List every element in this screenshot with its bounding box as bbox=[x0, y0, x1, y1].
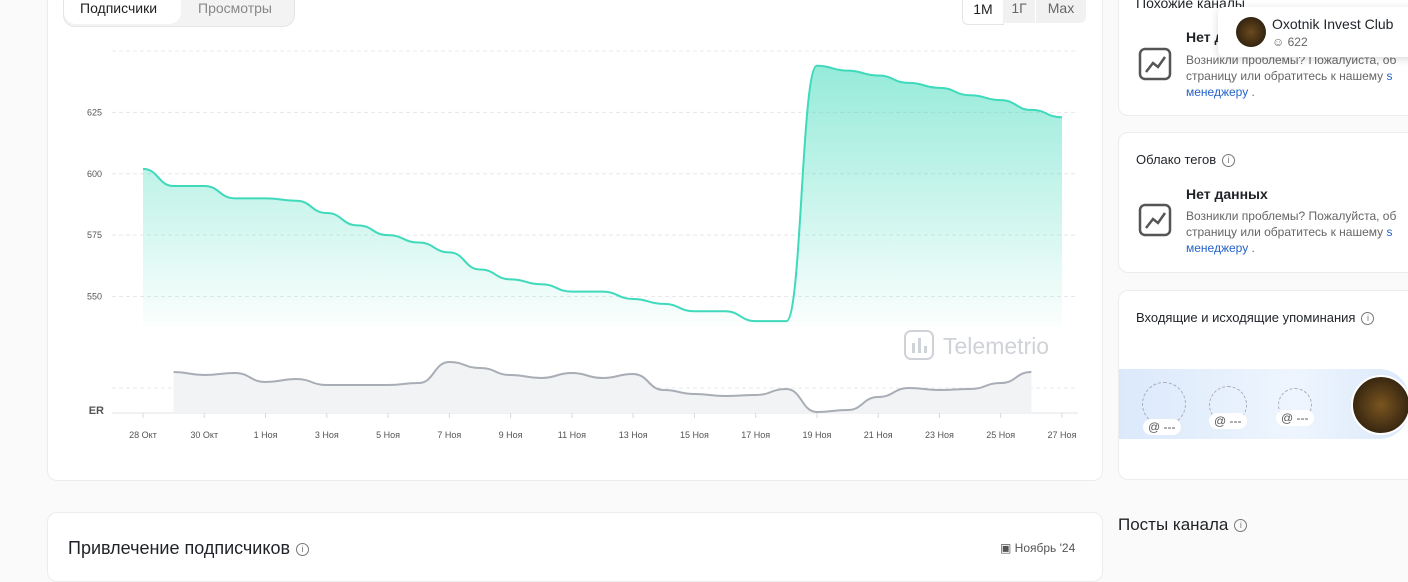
tab[interactable]: Просмотры bbox=[198, 0, 272, 16]
x-tick-label: 28 Окт bbox=[129, 430, 157, 440]
y-tick-label: 600 bbox=[87, 169, 102, 179]
er-area bbox=[173, 362, 1032, 413]
channel-popup[interactable]: Oxotnik Invest Club ☺ 622 bbox=[1218, 7, 1408, 57]
x-tick-label: 11 Ноя bbox=[558, 430, 586, 440]
x-tick-label: 15 Ноя bbox=[680, 430, 709, 440]
x-tick-label: 30 Окт bbox=[190, 430, 218, 440]
x-tick-label: 25 Ноя bbox=[986, 430, 1015, 440]
avatar bbox=[1236, 17, 1266, 47]
x-tick-label: 7 Ноя bbox=[437, 430, 461, 440]
placeholder: @ --- bbox=[1143, 419, 1181, 435]
link[interactable]: менеджеру bbox=[1186, 85, 1249, 99]
area bbox=[143, 65, 1062, 326]
card-title: Привлечение подписчиков bbox=[68, 538, 291, 558]
channel-name: Oxotnik Invest Club bbox=[1272, 16, 1394, 32]
empty-text: страницу или обратитесь к нашему bbox=[1186, 225, 1384, 239]
line bbox=[142, 64, 1063, 323]
chart: Telemetrio ER 550 575 600 625 28 Окт 30 Окт 1 … bbox=[87, 50, 1078, 440]
empty-text: Возникли проблемы? Пожалуйста, об bbox=[1186, 209, 1397, 223]
watermark: Telemetrio bbox=[943, 333, 1049, 359]
x-tick-label: 5 Ноя bbox=[376, 430, 400, 440]
avatar bbox=[1351, 375, 1408, 435]
link[interactable]: s bbox=[1386, 225, 1393, 239]
empty-title: Нет данных bbox=[1186, 186, 1268, 202]
subscriber-count: 622 bbox=[1287, 35, 1308, 49]
tab[interactable]: Подписчики bbox=[64, 0, 181, 24]
x-tick-label: 27 Ноя bbox=[1048, 430, 1077, 440]
tags-card: Облако тегов i Нет данных Возникли пробле… bbox=[1118, 132, 1408, 273]
y-tick-label: 575 bbox=[87, 230, 102, 240]
placeholder: @ --- bbox=[1209, 413, 1247, 429]
period-label[interactable]: Ноябрь '24 bbox=[1014, 541, 1076, 555]
y-tick-label: 625 bbox=[87, 107, 102, 117]
watermark-logo bbox=[904, 330, 934, 360]
period: ▣ Ноябрь '24 bbox=[1000, 541, 1076, 555]
empty-icon bbox=[1138, 203, 1172, 237]
x-tick-label: 3 Ноя bbox=[315, 430, 339, 440]
y-tick-label: 550 bbox=[87, 292, 102, 302]
x-tick-label: 23 Ноя bbox=[925, 430, 954, 440]
mentions-card: Входящие и исходящие упоминания i @ --- @… bbox=[1118, 290, 1408, 480]
x-tick-label: 19 Ноя bbox=[802, 430, 831, 440]
recruitment-card: Привлечение подписчиков i ▣ Ноябрь '24 bbox=[47, 512, 1103, 582]
link[interactable]: менеджеру bbox=[1186, 241, 1249, 255]
er-line bbox=[173, 360, 1032, 414]
section-title: Посты канала bbox=[1118, 515, 1229, 534]
empty-text: . bbox=[1251, 85, 1255, 99]
er-label: ER bbox=[89, 405, 104, 417]
card-title: Входящие и исходящие упоминания bbox=[1136, 310, 1356, 325]
x-tick-label: 9 Ноя bbox=[499, 430, 523, 440]
x-tick-label: 21 Ноя bbox=[864, 430, 893, 440]
empty-text: . bbox=[1251, 241, 1255, 255]
empty-icon bbox=[1138, 47, 1172, 81]
card-title: Похожие каналы bbox=[1136, 0, 1245, 11]
tabs: Подписчики Просмотры bbox=[63, 0, 295, 27]
period-button[interactable]: Max bbox=[1036, 0, 1086, 23]
x-tick-label: 13 Ноя bbox=[619, 430, 648, 440]
empty-text: страницу или обратитесь к нашему bbox=[1186, 69, 1384, 83]
page: Подписчики Просмотры 1M 1Г Max Telemetri… bbox=[47, 0, 1408, 582]
card-title: Облако тегов bbox=[1136, 152, 1217, 167]
x-tick-label: 1 Ноя bbox=[254, 430, 278, 440]
subscribers: ☺ 622 bbox=[1272, 35, 1308, 49]
x-tick-label: 17 Ноя bbox=[741, 430, 770, 440]
placeholder: @ --- bbox=[1276, 410, 1314, 426]
period-button[interactable]: 1Г bbox=[1003, 0, 1035, 23]
link[interactable]: s bbox=[1386, 69, 1393, 83]
